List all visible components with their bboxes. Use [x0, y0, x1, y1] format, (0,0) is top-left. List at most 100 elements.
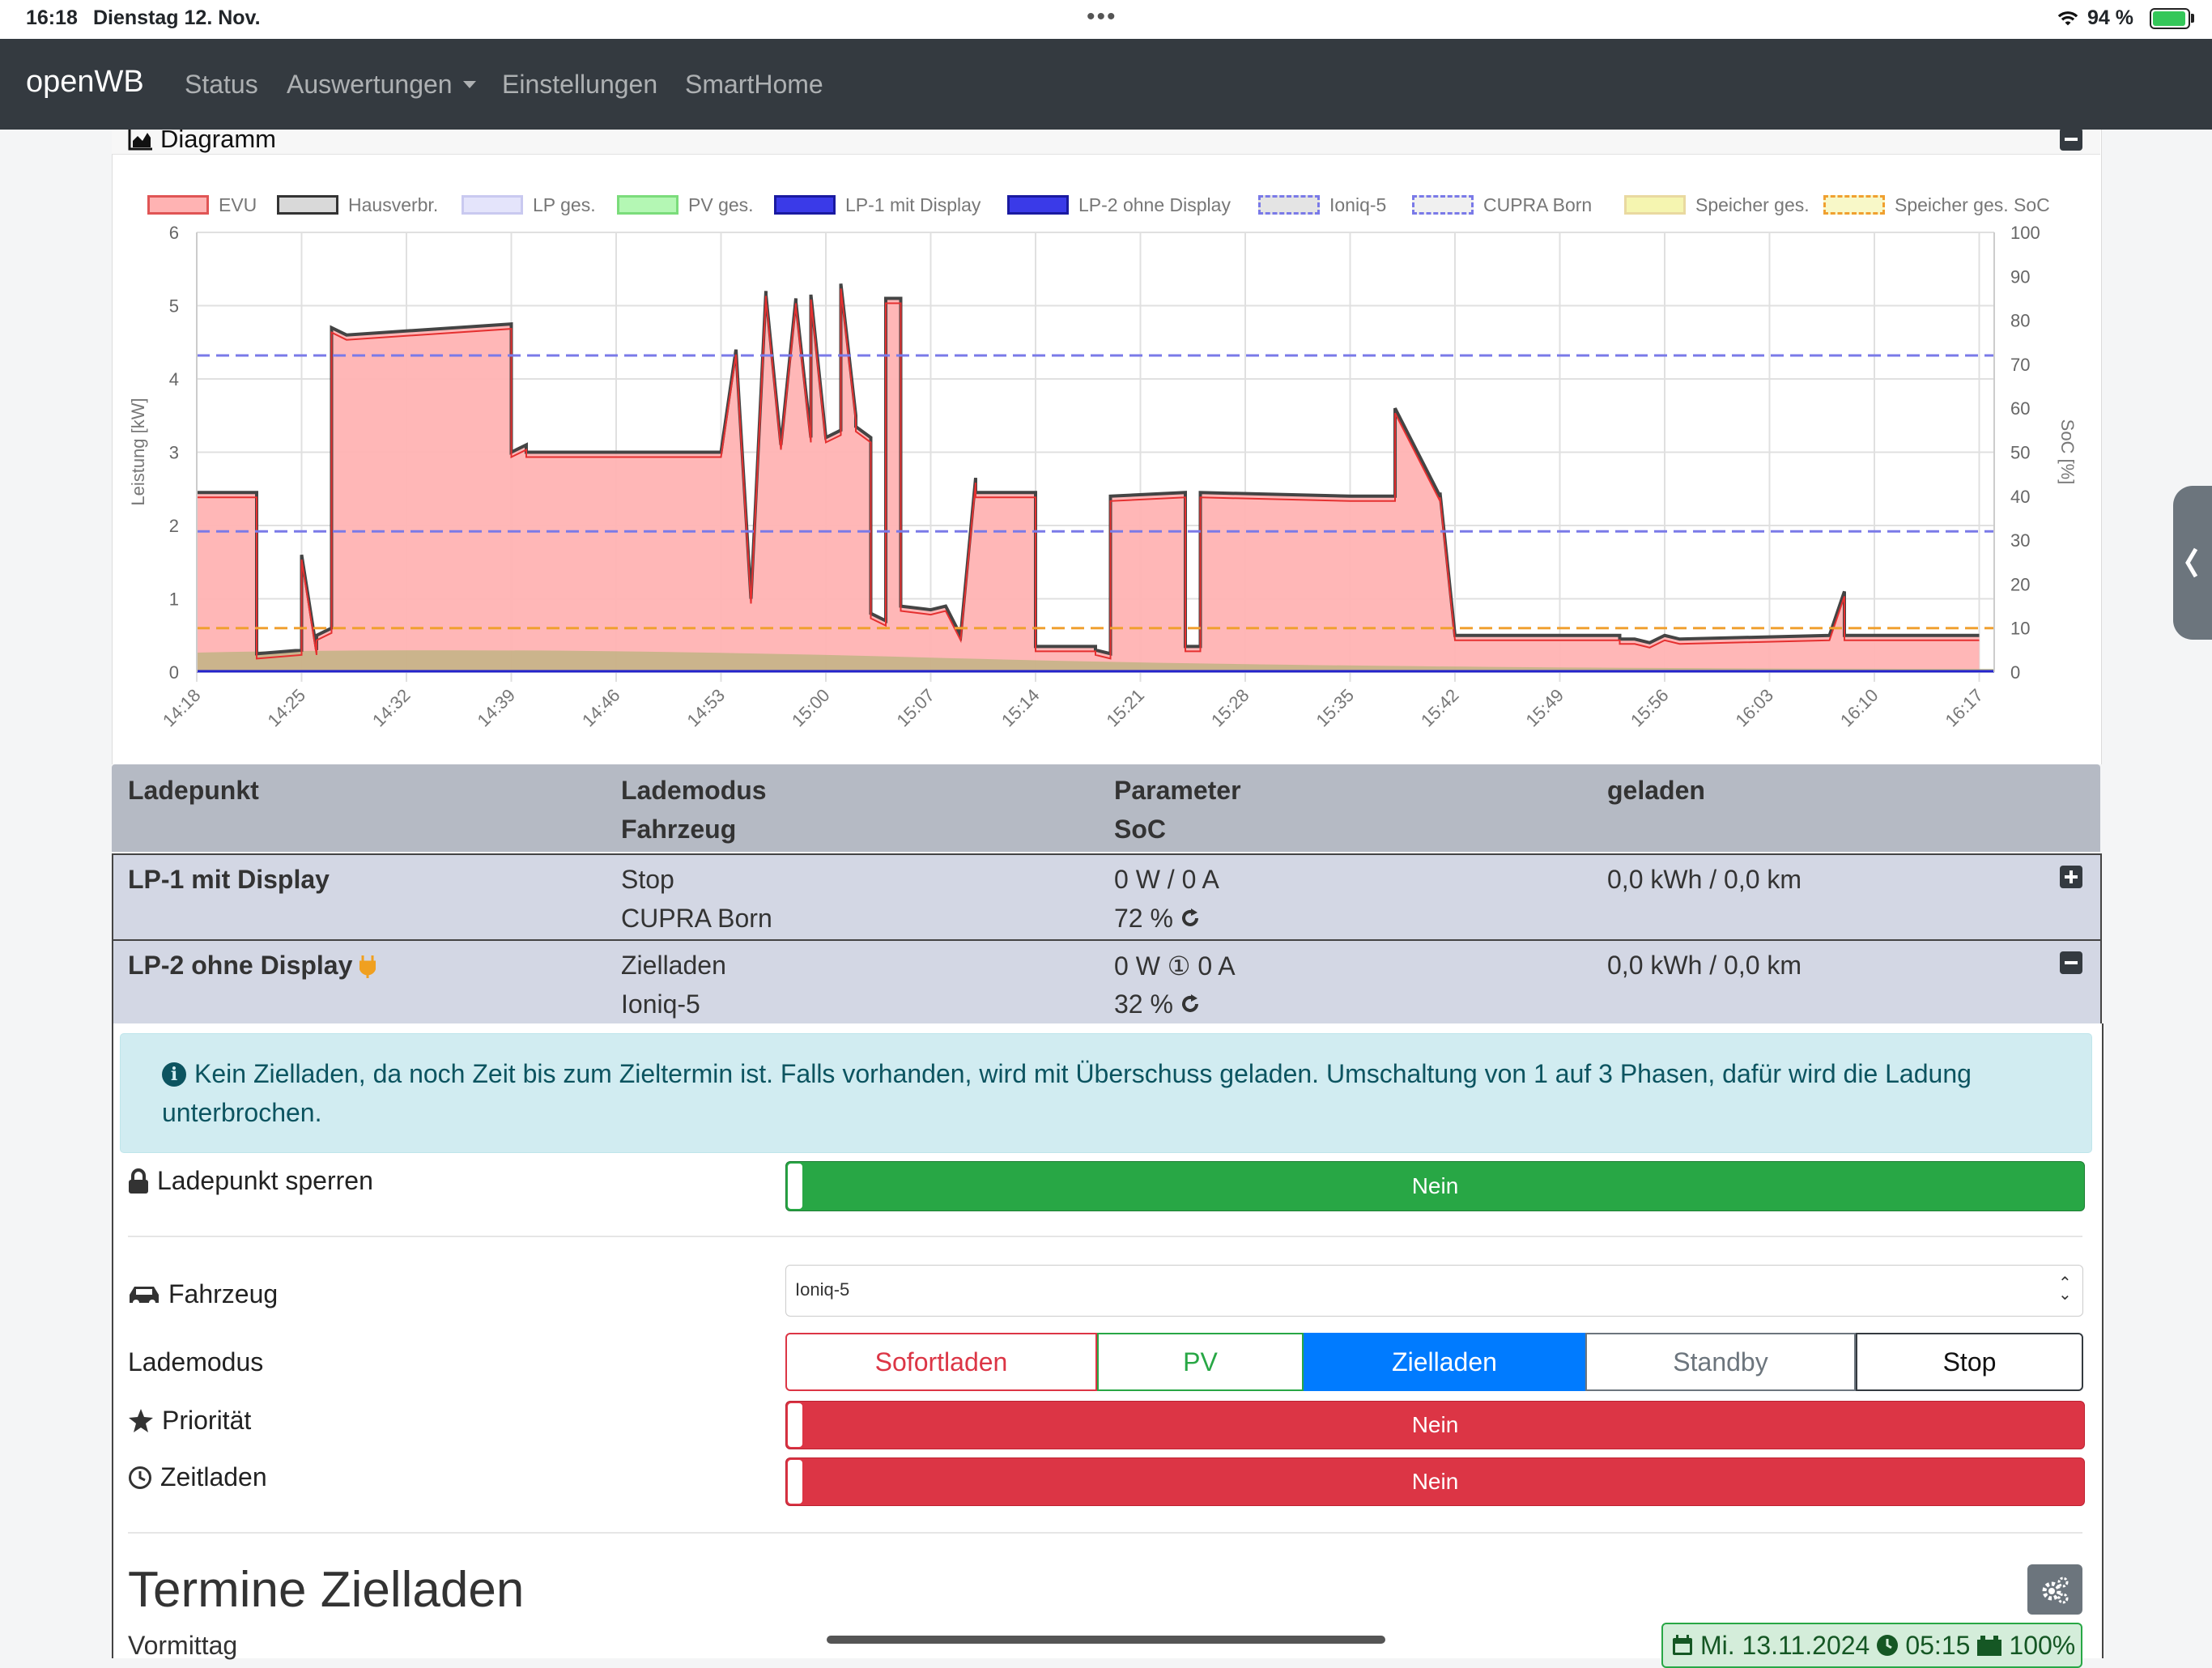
y2-tick-label: 30	[2010, 530, 2030, 551]
mode-sofortladen-button[interactable]: Sofortladen	[785, 1333, 1097, 1391]
y-tick-label: 5	[169, 296, 179, 317]
y-tick-label: 2	[169, 516, 179, 536]
collapse-diagram-button[interactable]	[2060, 128, 2082, 151]
clock-icon	[1877, 1635, 1899, 1656]
mode-standby-button[interactable]: Standby	[1585, 1333, 1856, 1391]
nav-einstellungen[interactable]: Einstellungen	[502, 70, 658, 99]
legend-item[interactable]: Speicher ges.	[1624, 193, 1810, 217]
priority-label-text: Priorität	[162, 1406, 252, 1435]
refresh-soc-icon[interactable]	[1179, 907, 1202, 930]
info-icon: i	[162, 1062, 186, 1087]
y2-tick-label: 90	[2010, 266, 2030, 287]
legend-swatch	[1624, 195, 1686, 215]
y-axis-label: Leistung [kW]	[128, 398, 148, 505]
status-time: 16:18	[26, 6, 78, 29]
legend-swatch	[462, 195, 523, 215]
legend-item[interactable]: Ioniq-5	[1258, 193, 1386, 217]
navbar	[0, 39, 2212, 130]
battery-icon	[2150, 8, 2190, 29]
refresh-soc-icon[interactable]	[1179, 993, 1202, 1015]
legend-label: Speicher ges.	[1695, 194, 1810, 215]
legend-item[interactable]: Hausverbr.	[277, 193, 438, 217]
y2-tick-label: 60	[2010, 398, 2030, 419]
legend-label: EVU	[219, 194, 257, 215]
timed-label-text: Zeitladen	[160, 1462, 267, 1491]
priority-toggle-value: Nein	[1411, 1412, 1459, 1437]
legend-item[interactable]: EVU	[147, 193, 257, 217]
collapse-lp2-button[interactable]	[2060, 951, 2082, 974]
timed-toggle-value: Nein	[1411, 1469, 1459, 1494]
mode-zielladen-button[interactable]: Zielladen	[1304, 1333, 1585, 1391]
battery-cap	[2191, 14, 2194, 23]
x-tick-label: 15:00	[788, 685, 834, 731]
x-tick-label: 14:53	[683, 685, 729, 731]
x-tick-label: 14:25	[263, 685, 309, 731]
legend-swatch	[774, 195, 836, 215]
th-parameter: Parameter	[1114, 776, 1241, 805]
timed-toggle[interactable]: Nein	[785, 1457, 2085, 1506]
mode-stop-button[interactable]: Stop	[1856, 1333, 2083, 1391]
mode-label: Lademodus	[128, 1347, 264, 1377]
x-tick-label: 14:18	[159, 685, 205, 731]
nav-auswertungen[interactable]: Auswertungen	[287, 70, 453, 99]
y2-axis-label: SoC [%]	[2057, 419, 2078, 485]
y-tick-label: 0	[169, 662, 179, 683]
select-updown-icon: ⌃ ⌄	[2058, 1274, 2072, 1304]
x-tick-label: 15:28	[1207, 685, 1253, 731]
mode-pv-button[interactable]: PV	[1097, 1333, 1304, 1391]
vehicle-label: Fahrzeug	[128, 1279, 278, 1309]
y2-tick-label: 40	[2010, 487, 2030, 507]
timed-label: Zeitladen	[128, 1462, 267, 1492]
legend-item[interactable]: LP-2 ohne Display	[1007, 193, 1231, 217]
legend-label: PV ges.	[688, 194, 754, 215]
legend-swatch	[617, 195, 678, 215]
lock-icon	[129, 1168, 148, 1194]
table-row-lp1[interactable]	[112, 853, 2102, 939]
settings-button[interactable]	[2027, 1564, 2082, 1615]
clock-icon	[129, 1466, 151, 1489]
legend-swatch	[1007, 195, 1069, 215]
legend-swatch	[1412, 195, 1474, 215]
y2-tick-label: 20	[2010, 574, 2030, 594]
th-lademodus: Lademodus	[621, 776, 767, 805]
legend-item[interactable]: LP-1 mit Display	[774, 193, 981, 217]
x-tick-label: 15:35	[1312, 685, 1358, 731]
table-header	[112, 764, 2100, 852]
legend-label: Ioniq-5	[1329, 194, 1387, 215]
x-tick-label: 15:07	[892, 685, 938, 731]
wifi-icon	[2057, 11, 2078, 26]
brand-logo[interactable]: openWB	[26, 65, 144, 99]
nav-smarthome[interactable]: SmartHome	[685, 70, 823, 99]
lock-toggle-value: Nein	[1411, 1173, 1459, 1198]
legend-item[interactable]: PV ges.	[617, 193, 754, 217]
lock-toggle[interactable]: Nein	[785, 1161, 2085, 1211]
th-ladepunkt: Ladepunkt	[128, 776, 259, 805]
info-alert	[120, 1033, 2092, 1153]
expand-lp1-button[interactable]	[2060, 866, 2082, 888]
vehicle-select-value: Ioniq-5	[795, 1279, 850, 1300]
y2-tick-label: 70	[2010, 355, 2030, 375]
multitasking-dots[interactable]: •••	[1087, 3, 1117, 30]
nav-status[interactable]: Status	[185, 70, 258, 99]
status-bar	[0, 0, 2212, 39]
legend-swatch	[1258, 195, 1320, 215]
legend-item[interactable]: CUPRA Born	[1412, 193, 1592, 217]
th-fahrzeug: Fahrzeug	[621, 815, 737, 844]
target-date-badge[interactable]: Mi. 13.11.2024 05:15 100%	[1661, 1623, 2082, 1668]
lp2-charged: 0,0 kWh / 0,0 km	[1607, 951, 1802, 980]
vehicle-select[interactable]	[785, 1265, 2083, 1317]
table-row-lp2[interactable]	[112, 939, 2102, 1025]
diagram-card-header[interactable]	[112, 130, 2100, 155]
x-tick-label: 14:32	[368, 685, 415, 731]
priority-toggle[interactable]: Nein	[785, 1401, 2085, 1449]
home-indicator[interactable]	[827, 1636, 1385, 1644]
lp2-soc: 32 %	[1114, 989, 1173, 1019]
side-drawer-tab[interactable]	[2173, 486, 2212, 640]
legend-item[interactable]: LP ges.	[462, 193, 596, 217]
lock-label: Ladepunkt sperren	[128, 1166, 373, 1196]
y-tick-label: 6	[169, 223, 179, 243]
legend-label: Hausverbr.	[348, 194, 439, 215]
legend-item[interactable]: Speicher ges. SoC	[1823, 193, 2050, 217]
toggle-knob	[788, 1403, 802, 1447]
